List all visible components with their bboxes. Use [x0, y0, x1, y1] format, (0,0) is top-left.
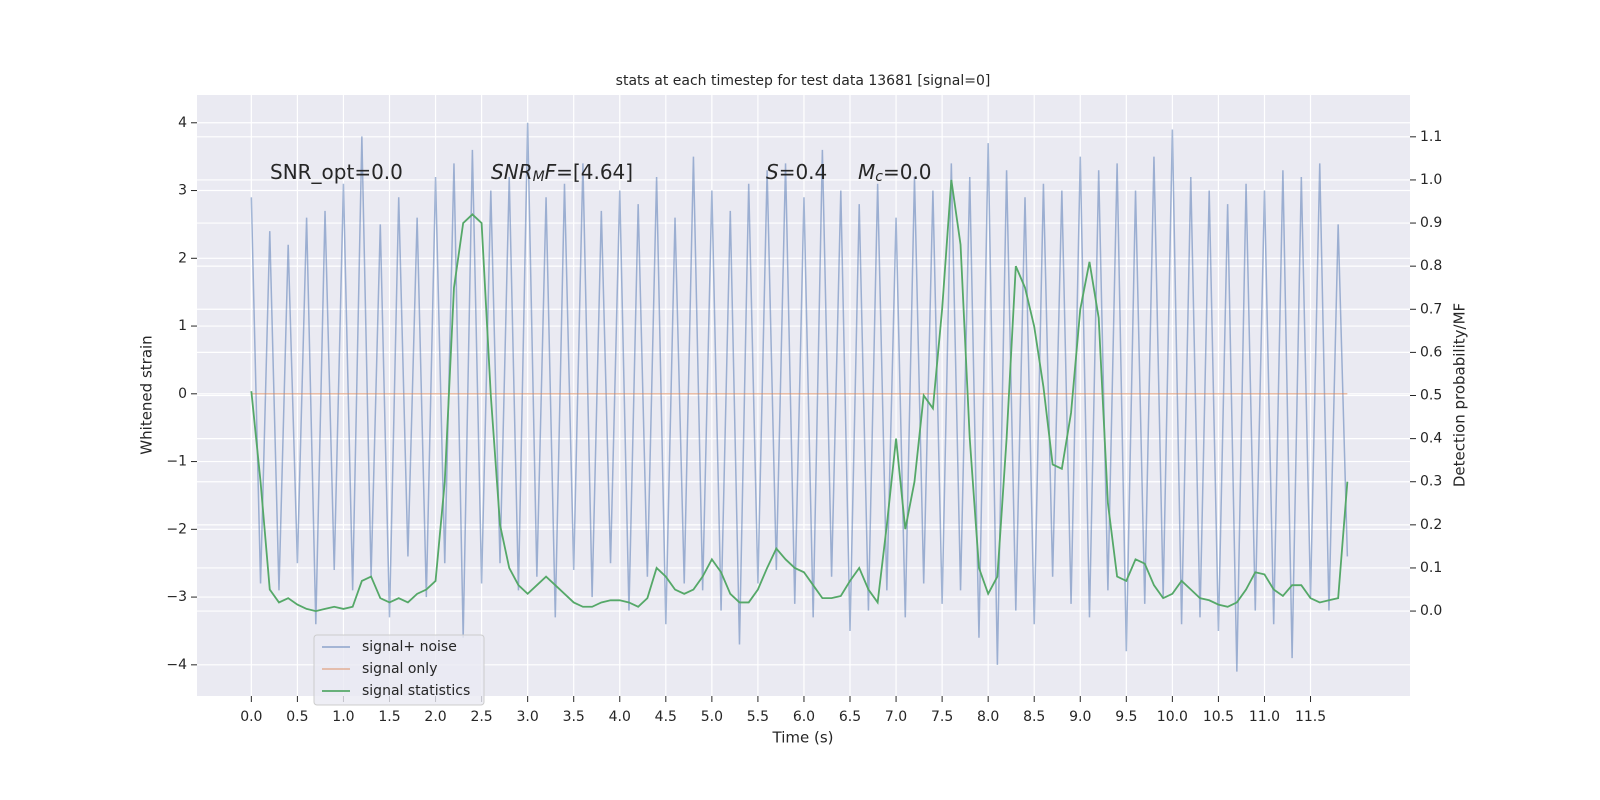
y2-tick-label: 0.7	[1420, 301, 1442, 317]
y2-axis-label: Detection probability/MF	[1451, 303, 1469, 487]
y-tick-label: −4	[166, 657, 187, 673]
x-axis-label: Time (s)	[772, 729, 834, 747]
y2-tick-label: 0.1	[1420, 560, 1442, 576]
y-axis-label: Whitened strain	[138, 335, 156, 454]
annotation-part: M	[858, 160, 875, 184]
annotation-part: F	[545, 160, 557, 184]
x-tick-label: 6.5	[839, 709, 861, 725]
y2-tick-label: 0.5	[1420, 388, 1442, 404]
y-tick-label: 1	[178, 318, 187, 334]
y-tick-label: −3	[166, 589, 187, 605]
y-tick-label: 2	[178, 250, 187, 266]
y2-tick-label: 0.3	[1420, 474, 1442, 490]
legend-label: signal statistics	[362, 683, 470, 699]
y2-tick-label: 1.0	[1420, 172, 1442, 188]
series-line	[250, 122, 1349, 672]
chart-title: stats at each timestep for test data 136…	[616, 73, 991, 89]
annotation-part: S	[766, 160, 779, 184]
y-tick-label: 0	[178, 386, 187, 402]
annotation-part: c	[875, 169, 883, 185]
x-tick-label: 11.0	[1249, 709, 1280, 725]
annotation: SNRMF=[4.64]	[491, 160, 633, 185]
y-tick-label: 4	[178, 115, 187, 131]
x-tick-label: 9.0	[1069, 709, 1091, 725]
x-tick-label: 7.5	[931, 709, 953, 725]
x-tick-label: 6.0	[793, 709, 815, 725]
x-tick-label: 0.0	[240, 709, 262, 725]
legend-label: signal only	[362, 661, 437, 677]
annotation: SNR_opt=0.0	[270, 160, 403, 184]
annotation-part: =[4.64]	[556, 160, 633, 184]
x-tick-label: 3.5	[563, 709, 585, 725]
x-tick-label: 5.0	[701, 709, 723, 725]
x-tick-label: 11.5	[1295, 709, 1326, 725]
y2-tick-label: 0.0	[1420, 603, 1442, 619]
series-line	[250, 179, 1349, 612]
annotation: S=0.4	[766, 160, 827, 184]
y-tick-label: 3	[178, 183, 187, 199]
x-tick-label: 10.0	[1157, 709, 1188, 725]
y2-tick-label: 0.2	[1420, 517, 1442, 533]
x-tick-label: 0.5	[286, 709, 308, 725]
x-tick-label: 9.5	[1115, 709, 1137, 725]
x-tick-label: 4.0	[609, 709, 631, 725]
legend-label: signal+ noise	[362, 639, 457, 655]
legend-box	[313, 634, 485, 706]
x-tick-label: 5.5	[747, 709, 769, 725]
x-tick-label: 1.5	[378, 709, 400, 725]
x-tick-label: 4.5	[655, 709, 677, 725]
x-tick-label: 2.5	[470, 709, 492, 725]
x-tick-label: 3.0	[517, 709, 539, 725]
x-tick-label: 10.5	[1203, 709, 1234, 725]
y2-tick-label: 1.1	[1420, 129, 1442, 145]
x-tick-label: 8.0	[977, 709, 999, 725]
x-tick-label: 1.0	[332, 709, 354, 725]
y2-tick-label: 0.9	[1420, 215, 1442, 231]
legend: signal+ noise signal only signal statistic…	[313, 634, 485, 706]
y-tick-label: −2	[166, 521, 187, 537]
x-tick-label: 8.5	[1023, 709, 1045, 725]
annotation-part: M	[533, 169, 545, 185]
y2-tick-label: 0.6	[1420, 344, 1442, 360]
annotation-part: =0.4	[779, 160, 828, 184]
annotation-part: SNR	[491, 160, 533, 184]
annotation: Mc=0.0	[858, 160, 932, 185]
y-tick-label: −1	[166, 454, 187, 470]
annotation-part: SNR_opt=0.0	[270, 160, 403, 184]
y2-tick-label: 0.4	[1420, 431, 1442, 447]
annotation-part: =0.0	[883, 160, 932, 184]
y2-tick-label: 0.8	[1420, 258, 1442, 274]
x-tick-label: 7.0	[885, 709, 907, 725]
x-tick-label: 2.0	[424, 709, 446, 725]
